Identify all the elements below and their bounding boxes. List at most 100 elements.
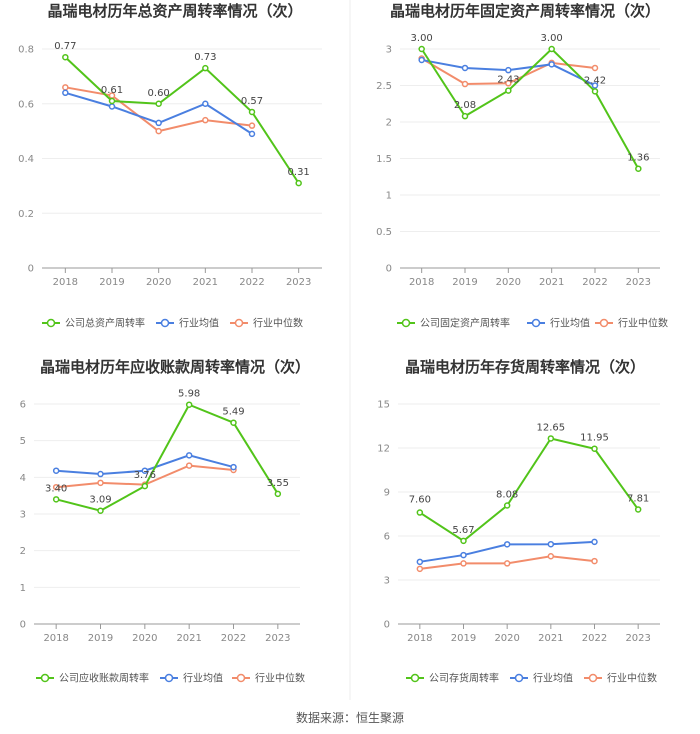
y-tick-label: 0 — [20, 620, 26, 631]
legend-swatch-marker — [410, 673, 420, 683]
chart-title: 晶瑞电材历年总资产周转率情况（次） — [47, 2, 302, 20]
series-line-industry-average — [65, 91, 253, 135]
chart-title: 晶瑞电材历年存货周转率情况（次） — [405, 358, 645, 376]
legend-label: 行业中位数 — [255, 672, 305, 685]
data-label: 5.98 — [178, 389, 200, 400]
data-label: 3.55 — [267, 478, 289, 489]
data-label: 3.40 — [45, 483, 67, 494]
data-label: 12.65 — [537, 422, 566, 433]
y-tick-label: 2.5 — [376, 81, 392, 92]
chart-title: 晶瑞电材历年固定资产周转率情况（次） — [390, 2, 660, 20]
legend-label: 公司总资产周转率 — [65, 317, 145, 330]
legend-label: 行业均值 — [179, 317, 219, 330]
data-point — [97, 479, 104, 487]
data-point — [185, 452, 193, 459]
data-label: 3.00 — [541, 33, 563, 44]
data-point — [635, 165, 642, 172]
data-point — [108, 103, 116, 110]
data-point — [591, 445, 598, 452]
data-source-note: 数据来源：恒生聚源 — [295, 711, 404, 725]
data-point — [548, 61, 555, 68]
y-tick-label: 0 — [384, 620, 390, 631]
legend-label: 行业均值 — [550, 317, 590, 330]
y-tick-label: 0.2 — [18, 209, 34, 220]
y-tick-label: 0.5 — [376, 227, 392, 238]
x-tick-label: 2023 — [265, 633, 290, 644]
legend-swatch-marker — [531, 318, 541, 328]
data-label: 5.49 — [222, 407, 244, 418]
data-point — [547, 540, 555, 548]
data-label: 2.08 — [454, 100, 476, 111]
data-point — [591, 538, 598, 546]
y-tick-label: 0 — [28, 264, 34, 275]
data-point — [248, 108, 256, 116]
legend-label: 行业中位数 — [618, 317, 668, 330]
x-tick-label: 2021 — [539, 277, 564, 288]
data-point — [547, 435, 555, 442]
data-point — [460, 560, 467, 567]
y-tick-label: 9 — [384, 488, 390, 499]
legend-label: 行业中位数 — [607, 672, 657, 685]
y-tick-label: 6 — [20, 400, 26, 411]
chart-title: 晶瑞电材历年应收账款周转率情况（次） — [40, 358, 310, 376]
legend-label: 行业均值 — [533, 672, 573, 685]
x-tick-label: 2018 — [409, 277, 434, 288]
data-point — [52, 496, 60, 503]
legend-swatch-marker — [40, 673, 50, 683]
data-label: 8.08 — [496, 489, 518, 500]
y-tick-label: 3 — [384, 576, 390, 587]
legend-swatch-marker — [164, 673, 174, 683]
y-tick-label: 3 — [386, 45, 392, 56]
data-point — [62, 89, 69, 97]
data-point — [230, 463, 237, 471]
data-point — [503, 502, 511, 509]
data-label: 1.36 — [627, 153, 649, 164]
series-line-company — [420, 47, 640, 170]
data-label: 7.81 — [627, 493, 649, 504]
chart-4: 晶瑞电材历年存货周转率情况（次） 0 3 6 9 12 15 2018 2019 2020 2021… — [377, 358, 660, 685]
data-point — [202, 64, 209, 72]
data-label: 5.67 — [452, 525, 474, 536]
data-point — [503, 541, 511, 548]
legend-label: 公司应收账款周转率 — [59, 672, 149, 685]
data-point — [155, 119, 162, 127]
legend-swatch-marker — [514, 673, 524, 683]
data-point — [230, 419, 237, 426]
x-tick-label: 2022 — [239, 277, 264, 288]
legend-swatch-marker — [234, 318, 244, 328]
y-tick-label: 15 — [377, 400, 390, 411]
legend-swatch-marker — [236, 673, 246, 683]
chart-1: 晶瑞电材历年总资产周转率情况（次） 0 0.2 0.4 0.6 0.8 2018 2019 20… — [18, 2, 322, 330]
legend-label: 行业均值 — [183, 672, 223, 685]
y-tick-label: 1 — [386, 191, 392, 202]
y-tick-label: 0.6 — [18, 99, 34, 110]
y-tick-label: 4 — [20, 473, 26, 484]
data-label: 3.00 — [411, 33, 433, 44]
x-tick-label: 2019 — [451, 633, 476, 644]
x-tick-label: 2022 — [582, 277, 607, 288]
x-tick-label: 2019 — [452, 277, 477, 288]
data-point — [52, 483, 60, 491]
legend-swatch-marker — [401, 318, 411, 328]
data-point — [505, 66, 512, 74]
data-point — [591, 88, 599, 95]
y-tick-label: 1.5 — [376, 154, 392, 165]
data-point — [460, 551, 467, 559]
data-label: 0.57 — [241, 96, 263, 107]
data-point — [416, 558, 424, 566]
legend-label: 公司存货周转率 — [429, 672, 499, 685]
chart-2: 晶瑞电材历年固定资产周转率情况（次） 0 0.5 1 1.5 2 2.5 3 2018 2019 2… — [376, 2, 668, 330]
data-label: 7.60 — [409, 495, 431, 506]
legend-swatch-marker — [160, 318, 170, 328]
data-point — [505, 87, 512, 94]
legend-label: 公司固定资产周转率 — [420, 317, 510, 330]
data-point — [52, 467, 60, 474]
data-point — [416, 565, 424, 573]
series-line-company — [55, 403, 279, 512]
legend-swatch-marker — [588, 673, 598, 683]
legend-swatch-marker — [599, 318, 609, 328]
data-point — [248, 130, 256, 138]
data-point — [418, 56, 425, 64]
data-label: 3.09 — [89, 495, 111, 506]
